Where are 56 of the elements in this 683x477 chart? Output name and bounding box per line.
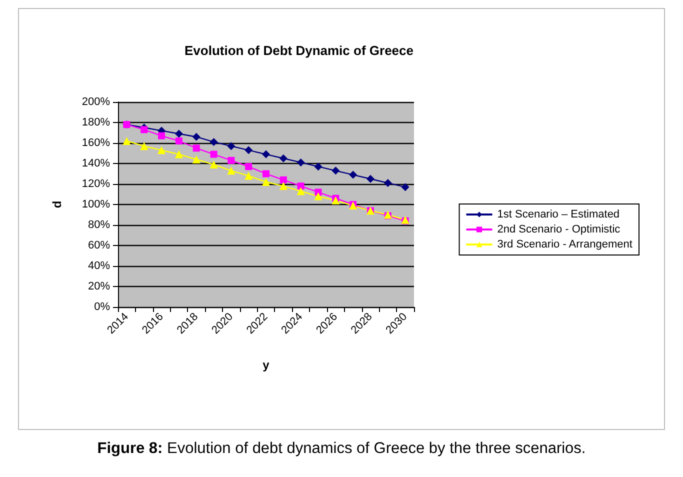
y-tick-label: 20% xyxy=(88,280,110,292)
y-tick-label: 60% xyxy=(88,240,110,252)
point xyxy=(245,163,252,170)
x-axis-title: y xyxy=(262,358,270,372)
point xyxy=(192,155,200,164)
point xyxy=(192,132,200,141)
y-tick-label: 100% xyxy=(82,198,110,210)
point xyxy=(210,160,218,169)
legend-label: 1st Scenario – Estimated xyxy=(497,208,620,220)
point xyxy=(174,130,183,138)
point xyxy=(244,172,253,180)
chart-title: Evolution of Debt Dynamic of Greece xyxy=(184,43,414,58)
point xyxy=(227,142,236,150)
point xyxy=(210,138,218,146)
point xyxy=(279,154,288,162)
point xyxy=(332,166,340,175)
point xyxy=(349,170,358,179)
y-tick-label: 40% xyxy=(88,260,110,272)
point xyxy=(332,196,340,204)
point xyxy=(175,137,182,144)
point xyxy=(296,158,305,166)
legend-label: 3rd Scenario - Arrangement xyxy=(497,238,632,250)
point xyxy=(262,170,270,178)
y-axis-title: d xyxy=(50,200,64,208)
point xyxy=(314,188,322,196)
point xyxy=(279,182,288,190)
point xyxy=(262,150,270,158)
point xyxy=(174,150,183,158)
point xyxy=(314,162,322,171)
y-tick-label: 0% xyxy=(94,301,110,313)
point xyxy=(140,126,148,134)
y-tick-label: 120% xyxy=(82,178,110,190)
y-tick-label: 160% xyxy=(82,137,110,149)
point xyxy=(296,187,305,196)
point xyxy=(262,178,270,186)
point xyxy=(228,156,235,164)
point xyxy=(158,146,166,154)
y-tick-label: 140% xyxy=(82,158,110,170)
point xyxy=(366,174,374,183)
point xyxy=(314,192,322,200)
caption: Figure 8: Evolution of debt dynamics of Greece by the three scenarios. xyxy=(97,440,586,457)
point xyxy=(140,142,148,150)
point xyxy=(122,136,131,145)
point xyxy=(210,150,218,158)
y-tick-label: 200% xyxy=(82,96,110,108)
point xyxy=(384,178,392,187)
y-tick-label: 80% xyxy=(88,219,110,231)
point xyxy=(244,146,253,154)
y-tick-label: 180% xyxy=(82,116,110,128)
point xyxy=(280,176,287,184)
point xyxy=(158,132,166,140)
point xyxy=(297,182,304,190)
point xyxy=(227,166,236,175)
point xyxy=(401,183,410,192)
point xyxy=(192,144,200,152)
legend-label: 2nd Scenario - Optimistic xyxy=(497,224,621,236)
